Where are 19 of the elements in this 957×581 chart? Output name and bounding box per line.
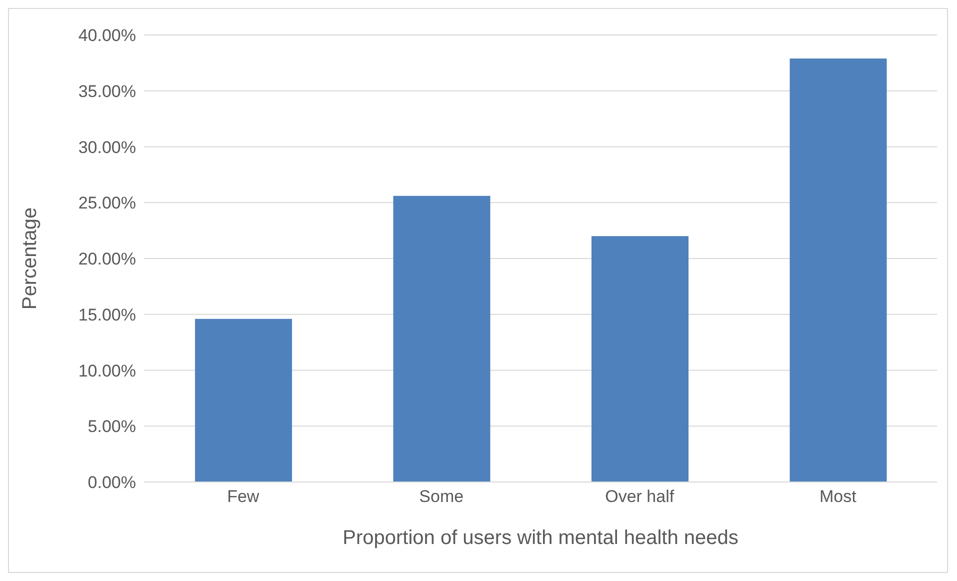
x-tick-label: Few xyxy=(227,487,260,506)
y-tick-label: 15.00% xyxy=(78,305,136,324)
y-tick-label: 0.00% xyxy=(88,473,136,492)
x-tick-label: Over half xyxy=(605,487,674,506)
x-tick-label: Most xyxy=(819,487,857,506)
x-tick-label: Some xyxy=(419,487,464,506)
y-tick-label: 35.00% xyxy=(78,82,136,101)
y-tick-label: 5.00% xyxy=(88,417,136,436)
y-tick-label: 20.00% xyxy=(78,250,136,269)
bar xyxy=(790,58,887,482)
y-tick-label: 25.00% xyxy=(78,194,136,213)
y-tick-label: 40.00% xyxy=(78,26,136,46)
bar xyxy=(393,196,490,482)
x-axis-title: Proportion of users with mental health needs xyxy=(342,527,738,549)
y-tick-label: 30.00% xyxy=(78,138,136,157)
y-tick-label: 10.00% xyxy=(78,361,136,380)
bar xyxy=(195,318,292,482)
y-axis-title: Percentage xyxy=(19,207,42,310)
bar xyxy=(592,236,688,482)
